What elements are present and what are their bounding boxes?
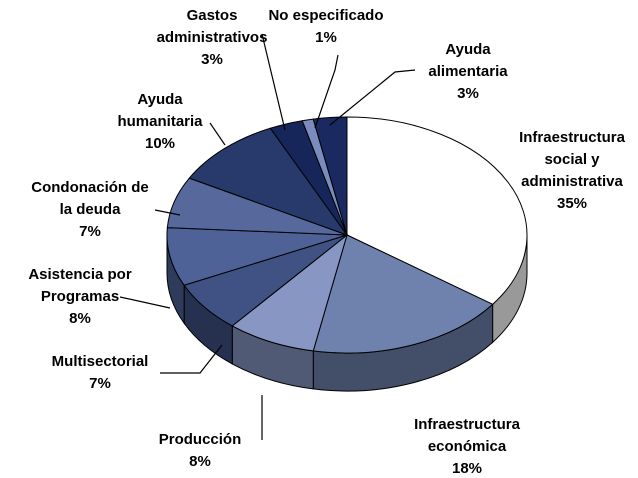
slice: [312, 116, 348, 236]
leader-line: [314, 54, 339, 129]
slice-label: No especificado: [268, 7, 383, 24]
slice-label: Asistencia por: [28, 266, 132, 283]
leader-line: [154, 209, 181, 216]
slice-label: Infraestructura: [519, 129, 626, 146]
slice-label: Infraestructura: [414, 416, 521, 433]
slice-label: económica: [428, 438, 507, 455]
slice-label: Condonación de: [31, 179, 149, 196]
leader-line: [209, 122, 226, 146]
leader-line: [329, 69, 416, 126]
slice-label: Producción: [159, 431, 242, 448]
value-label: 35%: [557, 195, 587, 212]
value-label: 18%: [452, 460, 482, 477]
slice-label: administrativa: [521, 173, 623, 190]
leader-line: [160, 344, 223, 374]
slice-label: la deuda: [60, 201, 122, 218]
value-label: 3%: [457, 85, 479, 102]
slice: [312, 234, 494, 354]
value-label: 10%: [145, 135, 175, 152]
slice: [231, 233, 348, 352]
slice-label: alimentaria: [428, 63, 508, 80]
slice-label: Programas: [41, 288, 119, 305]
slice-label: Ayuda: [445, 41, 491, 58]
value-label: 8%: [189, 453, 211, 470]
value-label: 3%: [201, 51, 223, 68]
value-label: 8%: [69, 310, 91, 327]
value-label: 1%: [315, 29, 337, 46]
value-label: 7%: [79, 223, 101, 240]
slice-label: administrativos: [157, 29, 268, 46]
slice-label: Ayuda: [137, 91, 183, 108]
leader-line: [119, 296, 171, 309]
slice: [188, 127, 349, 237]
leader-line: [261, 33, 286, 131]
slice-label: Gastos: [187, 7, 238, 24]
slice-label: Multisectorial: [52, 353, 149, 370]
slice: [346, 116, 528, 305]
slice-label: social y: [544, 151, 600, 168]
slice: [166, 227, 348, 286]
value-label: 7%: [89, 375, 111, 392]
slice-label: humanitaria: [117, 113, 203, 130]
